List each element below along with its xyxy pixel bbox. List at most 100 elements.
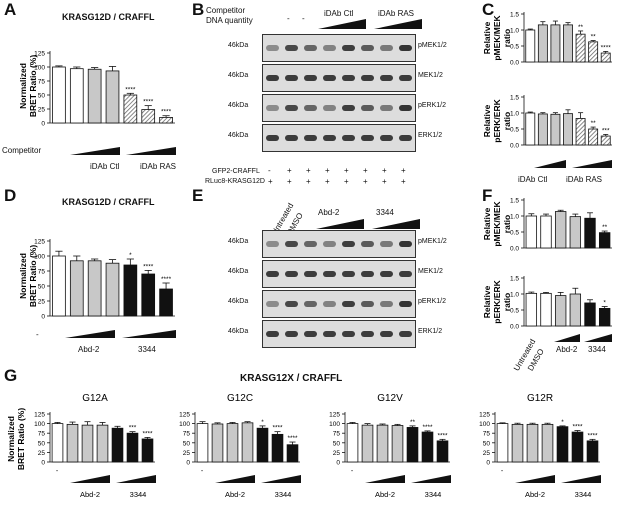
panel-b-band bbox=[323, 75, 336, 81]
panel-c-top-ylabel: Relative bbox=[482, 21, 492, 54]
panel-d-tick-label: 75 bbox=[38, 269, 46, 276]
panel-g-g12a-bar bbox=[126, 432, 139, 463]
panel-e-band bbox=[285, 271, 298, 277]
panel-c-bottom-bar bbox=[563, 113, 573, 146]
panel-d-bar bbox=[123, 264, 138, 317]
panel-g-label-3344: 3344 bbox=[575, 490, 592, 499]
panel-b-sign: + bbox=[382, 177, 387, 186]
panel-c-top-significance: ** bbox=[578, 24, 584, 31]
panel-b-sign: + bbox=[287, 177, 292, 186]
panel-g-g12r-tick-label: 50 bbox=[483, 440, 491, 447]
panel-b-band bbox=[304, 45, 317, 51]
panel-e-band bbox=[380, 241, 393, 247]
panel-g-g12a-tick-label: 25 bbox=[38, 450, 46, 457]
panel-g-g12c-tick-label: 100 bbox=[179, 421, 190, 428]
panel-b-band bbox=[361, 135, 374, 141]
panel-c-bottom-tick-label: 0.0 bbox=[510, 143, 519, 150]
panel-e-protein-label: pERK1/2 bbox=[418, 298, 447, 305]
panel-f-top-ylabel: pMEK/MEK bbox=[492, 200, 502, 246]
panel-e-band bbox=[342, 271, 355, 277]
panel-b-sign: + bbox=[306, 166, 311, 175]
panel-e-kda-marker: 46kDa bbox=[228, 238, 249, 245]
panel-e-band bbox=[361, 331, 374, 337]
panel-e-band bbox=[380, 331, 393, 337]
panel-letter-d: D bbox=[4, 186, 17, 205]
panel-g-g12a-tick-label: 0 bbox=[41, 460, 45, 467]
panel-e-kda-marker: 46kDa bbox=[228, 298, 249, 305]
panel-g-label-dash: - bbox=[201, 468, 204, 475]
panel-d-tick-label: 25 bbox=[38, 299, 46, 306]
panel-d-bar bbox=[159, 288, 173, 317]
panel-a-wedge-ctl bbox=[70, 147, 120, 155]
panel-b-band bbox=[285, 135, 298, 141]
panel-f-top-bar bbox=[540, 215, 552, 249]
panel-b-sign: + bbox=[363, 166, 368, 175]
panel-d-group-dash: - bbox=[36, 330, 39, 339]
panel-g-g12v-tick-label: 0 bbox=[336, 460, 340, 467]
panel-b-kda-marker: 46kDa bbox=[228, 102, 249, 109]
panel-g-g12v-bar bbox=[436, 440, 449, 463]
panel-a-tick-label: 75 bbox=[38, 79, 46, 86]
panel-f-top-ylabel: ratio bbox=[502, 215, 512, 233]
panel-b-dna-wedges bbox=[318, 19, 422, 29]
panel-c-bottom-ylabel: ratio bbox=[502, 112, 512, 130]
panel-f-top-bar bbox=[554, 211, 567, 249]
panel-d-tick-label: 0 bbox=[41, 314, 45, 321]
panel-g-g12a-bar bbox=[66, 423, 79, 463]
panel-b-kda-marker: 46kDa bbox=[228, 72, 249, 79]
panel-f-top-significance: ** bbox=[602, 224, 608, 231]
panel-e-band bbox=[266, 331, 279, 337]
panel-e-band bbox=[380, 301, 393, 307]
panel-c-top-ylabel: ratio bbox=[502, 29, 512, 47]
panel-g-g12a-tick-label: 125 bbox=[34, 412, 45, 419]
panel-b-sign: - bbox=[268, 166, 271, 175]
panel-d-bar bbox=[105, 262, 120, 317]
panel-g-wedge-3344 bbox=[561, 475, 601, 483]
panel-b-protein-label: pMEK1/2 bbox=[418, 42, 447, 49]
panel-g-g12v-bar bbox=[346, 423, 359, 463]
panel-e-band bbox=[323, 301, 336, 307]
panel-g-g12r-tick-label: 100 bbox=[479, 421, 490, 428]
panel-b-band bbox=[380, 75, 393, 81]
panel-e-kda-marker: 46kDa bbox=[228, 268, 249, 275]
panel-g-subtitle: G12R bbox=[527, 393, 553, 404]
panel-e-blot-strip bbox=[262, 320, 416, 348]
panel-g-g12v-bar bbox=[361, 424, 374, 463]
panel-c-top-tick-label: 0.5 bbox=[510, 44, 519, 51]
panel-g-g12r-bar bbox=[586, 440, 599, 463]
panel-b-band bbox=[399, 135, 412, 141]
panel-b-row-gfp: GFP2-CRAFFL bbox=[212, 168, 260, 175]
panel-a-competitor-label: Competitor bbox=[2, 146, 42, 155]
panel-g-g12c-tick-label: 125 bbox=[179, 412, 190, 419]
panel-g-wedge-abd2 bbox=[70, 475, 110, 483]
panel-e-band bbox=[399, 301, 412, 307]
panel-a-bar bbox=[159, 117, 173, 124]
panel-d-bar bbox=[69, 260, 84, 317]
panel-f-bottom-bar bbox=[584, 302, 596, 327]
panel-b-band bbox=[323, 45, 336, 51]
panel-d-ylabel: Normalized bbox=[18, 253, 28, 299]
panel-c-bottom-significance: ** bbox=[591, 120, 597, 127]
panel-g-g12v-tick-label: 75 bbox=[333, 431, 341, 438]
panel-g-g12r-bar bbox=[571, 431, 584, 463]
panel-b-band bbox=[266, 135, 279, 141]
panel-g-g12r-significance: * bbox=[561, 419, 564, 426]
panel-b-sign: + bbox=[268, 177, 273, 186]
panel-d-tick-label: 50 bbox=[38, 284, 46, 291]
panel-b-band bbox=[304, 105, 317, 111]
panel-g-wedge-3344 bbox=[411, 475, 451, 483]
panel-c-top-significance: **** bbox=[601, 44, 612, 51]
panel-e-kda-marker: 46kDa bbox=[228, 328, 249, 335]
panel-e-band bbox=[266, 301, 279, 307]
panel-g-g12c-significance: **** bbox=[272, 425, 283, 432]
panel-g-g12c-bar bbox=[271, 433, 284, 463]
panel-a-significance: **** bbox=[125, 86, 136, 93]
panel-d-significance: * bbox=[129, 252, 132, 259]
panel-f-bottom-ylabel: pERK/ERK bbox=[492, 279, 502, 323]
panel-b-band bbox=[380, 45, 393, 51]
panel-f-bottom-bar bbox=[569, 293, 582, 327]
panel-f-top-ylabel: Relative bbox=[482, 207, 492, 240]
panel-g-wedge-abd2 bbox=[365, 475, 405, 483]
panel-letter-b: B bbox=[192, 0, 205, 19]
panel-f-bottom-bar bbox=[598, 308, 611, 327]
